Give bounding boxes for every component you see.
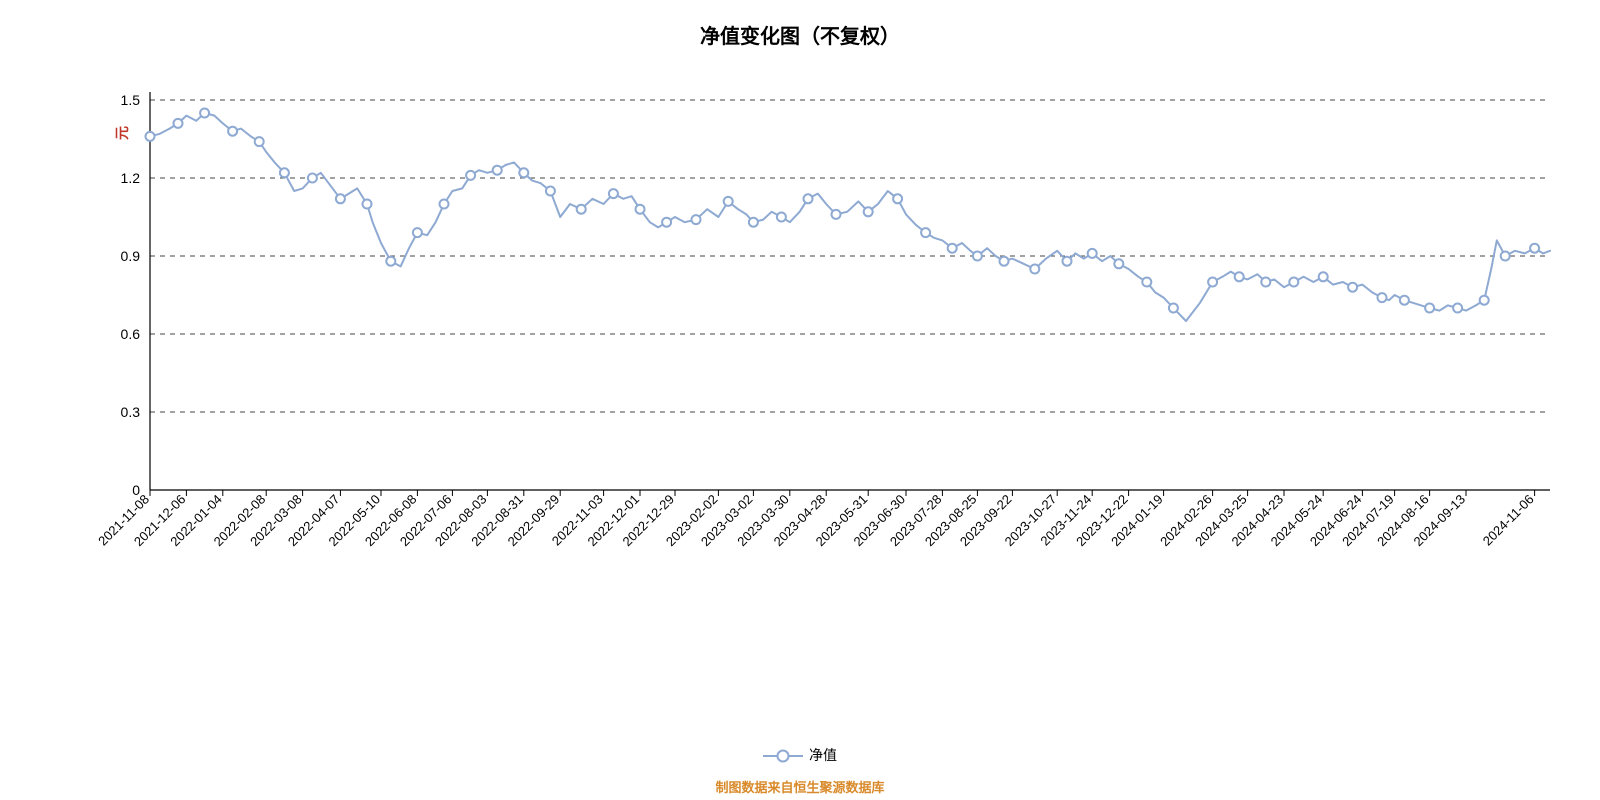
series-marker bbox=[1063, 257, 1072, 266]
series-marker bbox=[1501, 252, 1510, 261]
legend: 净值 bbox=[0, 745, 1600, 765]
series-marker bbox=[200, 109, 209, 118]
series-marker bbox=[363, 200, 372, 209]
series-marker bbox=[1378, 293, 1387, 302]
series-marker bbox=[386, 257, 395, 266]
series-marker bbox=[973, 252, 982, 261]
y-tick-label: 0.3 bbox=[121, 404, 141, 420]
series-marker bbox=[1235, 272, 1244, 281]
legend-dot bbox=[777, 750, 790, 763]
series-marker bbox=[749, 218, 758, 227]
series-marker bbox=[493, 166, 502, 175]
series-marker bbox=[1114, 259, 1123, 268]
chart-container: 净值变化图（不复权） 元 00.30.60.91.21.52021-11-082… bbox=[0, 0, 1600, 800]
series-marker bbox=[777, 213, 786, 222]
series-marker bbox=[308, 174, 317, 183]
y-tick-label: 0.6 bbox=[121, 326, 141, 342]
series-marker bbox=[832, 210, 841, 219]
series-marker bbox=[1142, 278, 1151, 287]
series-marker bbox=[636, 205, 645, 214]
series-marker bbox=[609, 189, 618, 198]
series-marker bbox=[255, 137, 264, 146]
y-tick-label: 0.9 bbox=[121, 248, 141, 264]
legend-marker bbox=[763, 749, 803, 763]
series-marker bbox=[1289, 278, 1298, 287]
series-marker bbox=[1319, 272, 1328, 281]
x-tick-label: 2024-11-06 bbox=[1480, 492, 1537, 549]
series-marker bbox=[893, 194, 902, 203]
series-marker bbox=[804, 194, 813, 203]
series-marker bbox=[1261, 278, 1270, 287]
series-marker bbox=[280, 168, 289, 177]
chart-caption: 制图数据来自恒生聚源数据库 bbox=[0, 777, 1600, 796]
y-tick-label: 1.5 bbox=[121, 92, 141, 108]
series-marker bbox=[948, 244, 957, 253]
series-marker bbox=[662, 218, 671, 227]
series-marker bbox=[1400, 296, 1409, 305]
series-marker bbox=[174, 119, 183, 128]
series-marker bbox=[1208, 278, 1217, 287]
legend-label: 净值 bbox=[809, 747, 837, 763]
series-marker bbox=[336, 194, 345, 203]
chart-svg: 00.30.60.91.21.52021-11-082021-12-062022… bbox=[0, 0, 1600, 800]
series-marker bbox=[1000, 257, 1009, 266]
y-tick-label: 1.2 bbox=[121, 170, 141, 186]
series-marker bbox=[724, 197, 733, 206]
series-marker bbox=[864, 207, 873, 216]
series-marker bbox=[1088, 249, 1097, 258]
series-marker bbox=[1453, 304, 1462, 313]
series-marker bbox=[692, 215, 701, 224]
series-marker bbox=[1480, 296, 1489, 305]
series-marker bbox=[1169, 304, 1178, 313]
series-marker bbox=[413, 228, 422, 237]
series-marker bbox=[440, 200, 449, 209]
series-marker bbox=[466, 171, 475, 180]
series-marker bbox=[1425, 304, 1434, 313]
series-marker bbox=[921, 228, 930, 237]
series-marker bbox=[519, 168, 528, 177]
series-marker bbox=[546, 187, 555, 196]
series-marker bbox=[1030, 265, 1039, 274]
series-marker bbox=[146, 132, 155, 141]
series-marker bbox=[1530, 244, 1539, 253]
series-marker bbox=[228, 127, 237, 136]
series-marker bbox=[577, 205, 586, 214]
series-marker bbox=[1348, 283, 1357, 292]
series-line bbox=[150, 113, 1550, 321]
